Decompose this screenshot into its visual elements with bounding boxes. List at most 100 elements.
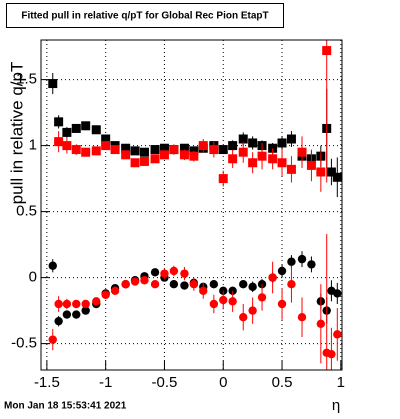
marker xyxy=(209,145,219,155)
y-tick-label: -0.5 xyxy=(11,335,37,352)
marker xyxy=(72,310,81,319)
marker xyxy=(140,276,149,285)
marker xyxy=(277,266,287,276)
marker xyxy=(139,147,149,157)
marker xyxy=(327,349,336,359)
marker xyxy=(54,117,64,127)
marker xyxy=(121,143,131,153)
x-tick-label: 0.5 xyxy=(272,374,293,391)
marker xyxy=(316,167,326,177)
marker xyxy=(239,313,248,322)
marker xyxy=(257,293,267,302)
marker xyxy=(297,147,307,157)
marker xyxy=(92,297,101,306)
marker xyxy=(54,137,64,147)
y-tick-label: 1.5 xyxy=(16,71,37,88)
marker xyxy=(160,269,169,278)
marker xyxy=(333,289,342,298)
marker xyxy=(198,141,208,151)
marker xyxy=(71,145,81,155)
marker xyxy=(110,286,120,295)
marker xyxy=(209,299,219,309)
marker xyxy=(297,254,307,264)
marker xyxy=(248,138,258,148)
marker xyxy=(130,146,140,156)
marker xyxy=(297,313,307,322)
marker xyxy=(268,273,277,282)
marker xyxy=(48,79,58,89)
marker xyxy=(81,147,91,157)
marker xyxy=(228,154,238,164)
x-tick-label: 0 xyxy=(219,374,227,391)
marker xyxy=(81,121,91,131)
marker xyxy=(277,138,287,148)
marker xyxy=(150,268,160,277)
marker xyxy=(268,154,278,164)
marker xyxy=(326,167,336,177)
marker xyxy=(218,174,228,184)
marker xyxy=(159,143,169,153)
marker xyxy=(54,316,63,326)
marker xyxy=(316,319,326,328)
marker xyxy=(189,280,199,289)
x-tick-label: 1 xyxy=(337,374,345,391)
y-tick-label: 1 xyxy=(29,137,37,154)
marker xyxy=(238,134,248,144)
marker xyxy=(180,281,189,290)
marker xyxy=(306,160,316,170)
marker xyxy=(219,295,228,305)
marker xyxy=(257,151,267,161)
marker xyxy=(150,154,160,164)
marker xyxy=(277,158,287,168)
marker xyxy=(150,145,160,155)
marker xyxy=(139,156,149,166)
chart-title: Fitted pull in relative q/pT for Global … xyxy=(21,11,268,22)
marker xyxy=(286,164,296,174)
frame xyxy=(40,39,343,371)
marker xyxy=(179,143,189,153)
marker xyxy=(62,310,72,319)
marker xyxy=(81,306,90,315)
marker xyxy=(238,147,248,157)
marker xyxy=(62,127,72,137)
marker xyxy=(169,145,179,155)
marker xyxy=(218,145,228,155)
marker xyxy=(101,290,110,299)
marker xyxy=(248,282,257,292)
marker xyxy=(110,145,120,155)
marker xyxy=(72,299,81,309)
marker xyxy=(91,125,101,135)
marker xyxy=(333,330,342,339)
x-axis-label: η xyxy=(332,397,340,414)
marker xyxy=(287,280,296,289)
title-box xyxy=(6,3,284,28)
marker xyxy=(287,257,296,266)
marker xyxy=(159,150,169,160)
y-tick-label: 0.5 xyxy=(16,203,37,220)
marker xyxy=(248,306,257,315)
marker xyxy=(228,297,237,306)
marker xyxy=(130,277,140,286)
plot-area: -0.5 0 0.5 1 1.5 -1.5 -1 -0.5 0 0.5 1 xyxy=(11,40,345,391)
marker xyxy=(81,299,90,309)
marker xyxy=(307,260,316,269)
marker xyxy=(277,299,287,309)
marker xyxy=(239,280,248,289)
marker xyxy=(322,46,332,56)
marker xyxy=(121,280,130,289)
marker xyxy=(286,134,296,144)
timestamp: Mon Jan 18 15:53:41 2021 xyxy=(4,401,127,412)
marker xyxy=(199,286,208,295)
x-tick-label: -0.5 xyxy=(152,374,178,391)
marker xyxy=(130,158,140,168)
marker xyxy=(91,146,101,156)
marker xyxy=(228,141,238,151)
marker xyxy=(169,266,179,276)
marker xyxy=(48,261,57,270)
marker xyxy=(189,151,199,161)
marker xyxy=(62,299,72,309)
marker xyxy=(209,280,219,289)
x-tick-label: -1 xyxy=(99,374,112,391)
